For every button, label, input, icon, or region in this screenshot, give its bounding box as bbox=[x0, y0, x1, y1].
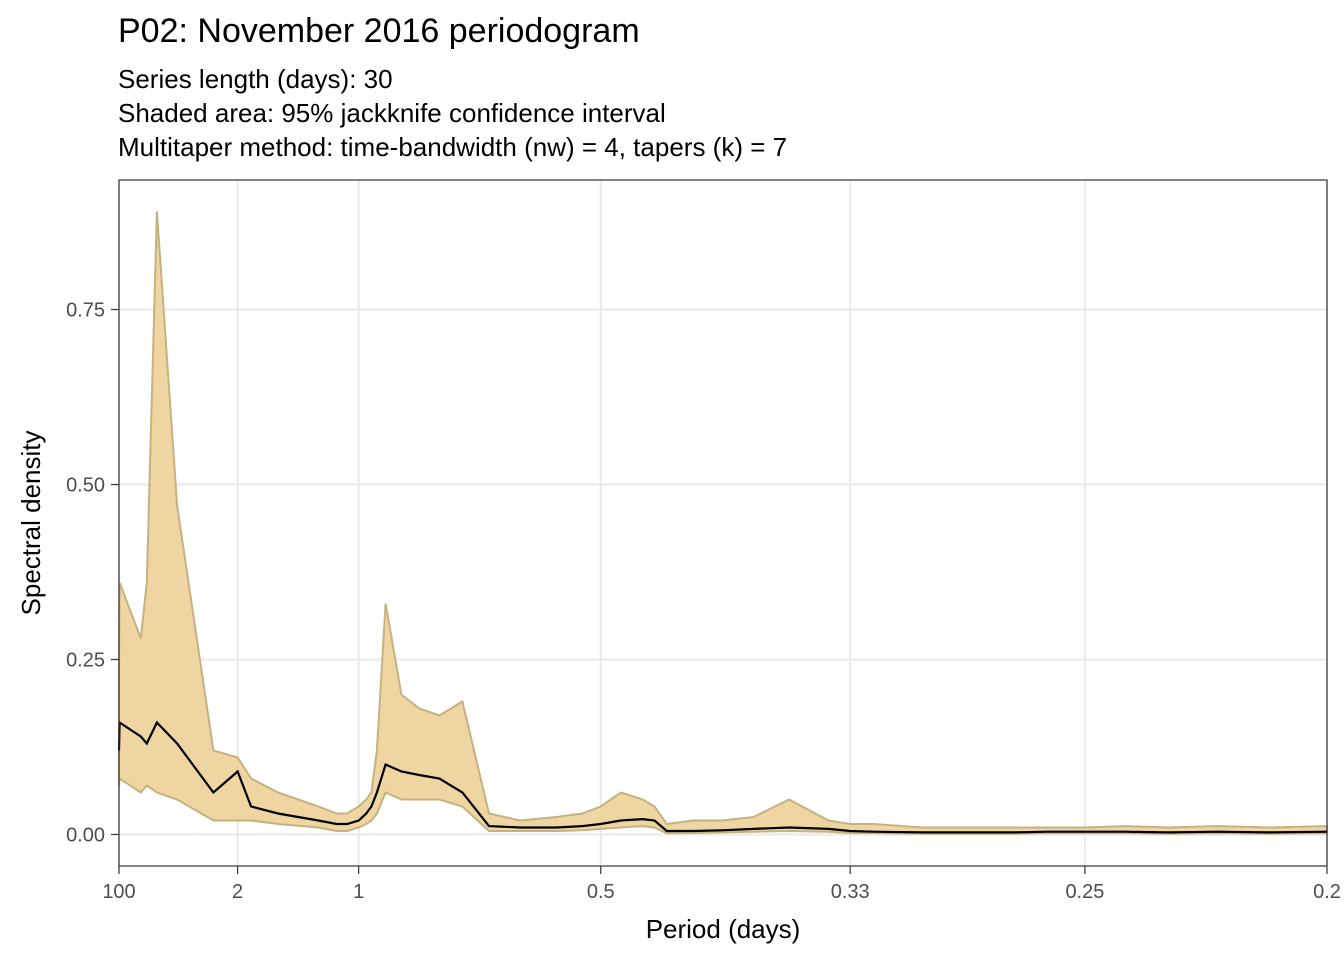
panel-border bbox=[118, 179, 1328, 867]
x-tick-label: 100 bbox=[102, 881, 135, 903]
axes: 0.00 0.25 0.50 0.75 100 2 1 0.5 0.33 0.25 0.2 bbox=[66, 300, 1341, 904]
x-axis-title: Period (days) bbox=[646, 914, 801, 944]
grid-lines bbox=[117, 180, 1329, 866]
y-axis-title: Spectral density bbox=[16, 431, 46, 616]
x-tick-label: 0.33 bbox=[831, 881, 870, 903]
x-tick-label: 0.25 bbox=[1065, 881, 1104, 903]
chart-subtitle-shaded-area: Shaded area: 95% jackknife confidence in… bbox=[118, 98, 666, 128]
x-tick-label: 2 bbox=[232, 881, 243, 903]
x-tick-label: 0.5 bbox=[587, 881, 615, 903]
chart-subtitle-series-length: Series length (days): 30 bbox=[118, 64, 393, 94]
confidence-band bbox=[118, 211, 1328, 835]
spectral-density-line bbox=[117, 720, 1328, 834]
y-tick-label: 0.50 bbox=[66, 475, 105, 497]
x-tick-label: 1 bbox=[353, 881, 364, 903]
chart-subtitle-method: Multitaper method: time-bandwidth (nw) =… bbox=[118, 132, 788, 162]
y-tick-label: 0.25 bbox=[66, 650, 105, 672]
chart-title: P02: November 2016 periodogram bbox=[118, 12, 640, 50]
x-tick-label: 0.2 bbox=[1313, 881, 1341, 903]
y-tick-label: 0.75 bbox=[66, 300, 105, 322]
y-tick-label: 0.00 bbox=[66, 825, 105, 847]
